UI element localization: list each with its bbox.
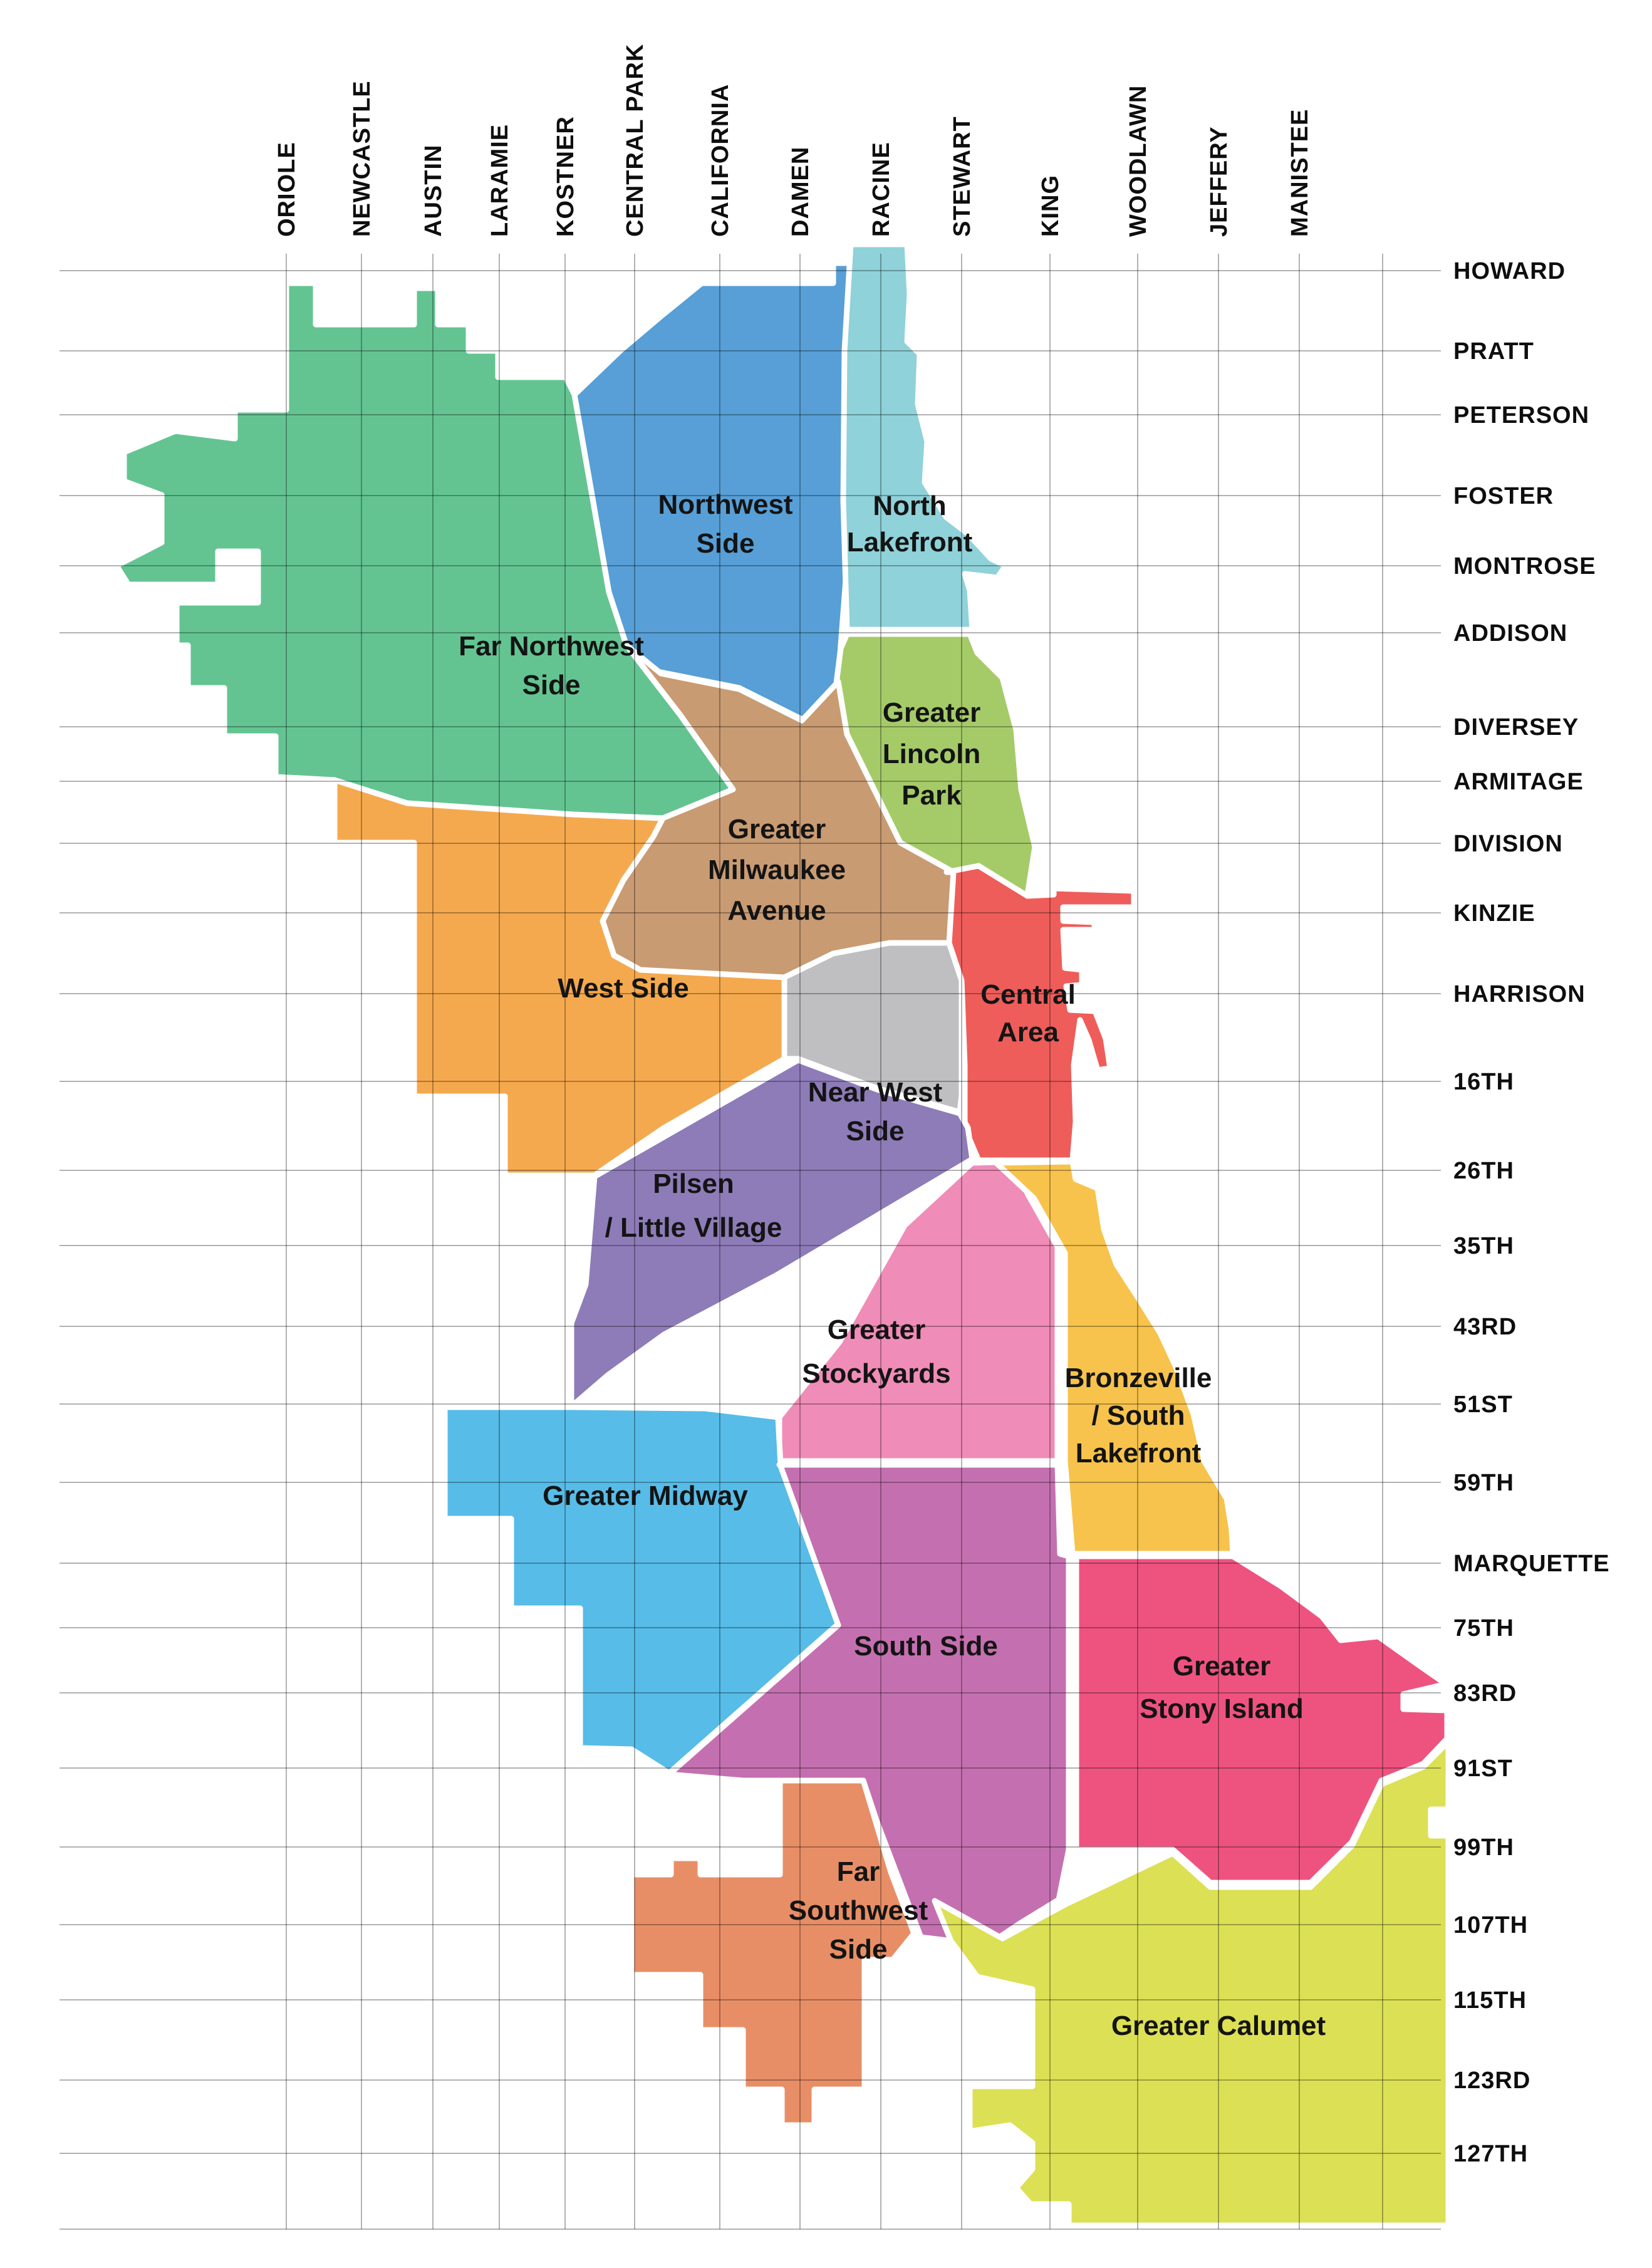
street-label-right: 59TH	[1453, 1470, 1514, 1496]
region-far-northwest-side	[113, 280, 736, 821]
street-label-top: STEWART	[949, 116, 975, 237]
street-label-top: DAMEN	[787, 147, 814, 237]
region-label-greater-stockyards: Greater	[828, 1314, 926, 1345]
street-label-top: AUSTIN	[420, 145, 447, 237]
region-label-greater-milwaukee-avenue: Greater	[728, 814, 826, 845]
street-label-top: KING	[1037, 175, 1064, 237]
region-label-far-northwest-side: Far Northwest	[459, 631, 644, 662]
street-label-top: WOODLAWN	[1125, 85, 1151, 237]
region-label-greater-stony-island: Stony Island	[1140, 1693, 1304, 1724]
street-label-right: ADDISON	[1453, 620, 1567, 647]
street-label-right: 51ST	[1453, 1391, 1513, 1418]
street-label-right: DIVISION	[1453, 831, 1563, 857]
region-label-greater-stockyards: Stockyards	[802, 1358, 950, 1389]
street-label-right: HOWARD	[1453, 258, 1566, 284]
grid	[60, 254, 1441, 2230]
street-label-top: JEFFERY	[1206, 126, 1232, 237]
region-label-central-area: Area	[997, 1017, 1059, 1048]
region-greater-calumet	[932, 1739, 1452, 2229]
region-label-near-west-side: Side	[846, 1116, 905, 1147]
region-label-far-northwest-side: Side	[522, 670, 581, 700]
street-label-right: 91ST	[1453, 1756, 1513, 1782]
street-labels-right: HOWARD PRATT PETERSON FOSTER MONTROSE AD…	[1453, 258, 1610, 2167]
street-label-right: PRATT	[1453, 338, 1534, 365]
street-label-right: 99TH	[1453, 1834, 1514, 1861]
region-far-southwest-side	[628, 1777, 917, 2128]
street-label-right: HARRISON	[1453, 981, 1586, 1007]
region-label-bronzeville-south-lakefront: / South	[1091, 1400, 1185, 1431]
region-label-far-southwest-side: Side	[829, 1934, 888, 1965]
region-label-greater-calumet: Greater Calumet	[1111, 2011, 1326, 2041]
street-labels-top: ORIOLE NEWCASTLE AUSTIN LARAMIE KOSTNER …	[274, 44, 1313, 237]
street-label-right: 75TH	[1453, 1615, 1514, 1641]
street-label-right: MONTROSE	[1453, 553, 1596, 580]
street-label-top: KOSTNER	[553, 116, 579, 237]
region-greater-midway	[442, 1404, 841, 1776]
street-label-top: NEWCASTLE	[349, 80, 375, 237]
street-label-top: CENTRAL PARK	[622, 44, 648, 237]
region-labels: Far Northwest Side Northwest Side North …	[459, 489, 1326, 2041]
street-label-right: ARMITAGE	[1453, 769, 1584, 795]
street-label-right: PETERSON	[1453, 402, 1589, 429]
street-label-right: 43RD	[1453, 1314, 1517, 1340]
street-label-top: RACINE	[868, 142, 895, 237]
region-label-pilsen-little-village: Pilsen	[653, 1168, 734, 1199]
street-label-right: 115TH	[1453, 1987, 1527, 2014]
region-label-pilsen-little-village: / Little Village	[605, 1212, 782, 1243]
street-label-right: 35TH	[1453, 1233, 1514, 1259]
region-label-central-area: Central	[980, 979, 1076, 1010]
region-label-far-southwest-side: Southwest	[789, 1895, 928, 1926]
region-label-northwest-side: Side	[697, 528, 755, 559]
street-label-right: 16TH	[1453, 1069, 1514, 1095]
region-label-greater-milwaukee-avenue: Milwaukee	[708, 855, 846, 885]
region-label-northwest-side: Northwest	[658, 489, 792, 520]
region-label-greater-stony-island: Greater	[1173, 1651, 1271, 1682]
region-pilsen-little-village	[568, 1057, 975, 1410]
region-bronzeville-south-lakefront	[993, 1158, 1236, 1557]
region-label-greater-lincoln-park: Greater	[883, 697, 981, 728]
street-label-right: 26TH	[1453, 1158, 1514, 1184]
street-label-right: 107TH	[1453, 1912, 1528, 1938]
region-label-greater-midway: Greater Midway	[543, 1480, 748, 1511]
street-label-right: KINZIE	[1453, 900, 1535, 927]
region-label-south-side: South Side	[854, 1631, 998, 1662]
region-label-greater-lincoln-park: Park	[901, 780, 962, 811]
region-label-near-west-side: Near West	[808, 1077, 943, 1108]
region-label-far-southwest-side: Far	[837, 1856, 880, 1887]
street-label-top: CALIFORNIA	[707, 84, 734, 237]
region-label-greater-milwaukee-avenue: Avenue	[727, 895, 826, 926]
street-label-right: 83RD	[1453, 1680, 1517, 1707]
street-label-right: DIVERSEY	[1453, 714, 1579, 741]
region-label-bronzeville-south-lakefront: Bronzeville	[1065, 1363, 1212, 1393]
region-label-west-side: West Side	[558, 973, 688, 1004]
region-greater-stony-island	[1073, 1553, 1450, 1886]
region-label-greater-lincoln-park: Lincoln	[883, 739, 980, 769]
region-north-lakefront	[840, 241, 1009, 633]
street-label-top: MANISTEE	[1287, 109, 1313, 237]
street-label-right: 127TH	[1453, 2141, 1528, 2167]
region-label-north-lakefront: North	[873, 491, 946, 521]
region-label-bronzeville-south-lakefront: Lakefront	[1076, 1438, 1202, 1469]
street-label-right: MARQUETTE	[1453, 1551, 1610, 1577]
street-label-top: ORIOLE	[274, 142, 300, 237]
street-label-right: FOSTER	[1453, 483, 1554, 509]
street-label-right: 123RD	[1453, 2068, 1530, 2094]
street-label-top: LARAMIE	[487, 124, 513, 237]
region-label-north-lakefront: Lakefront	[847, 527, 973, 558]
regions-layer	[113, 241, 1452, 2229]
